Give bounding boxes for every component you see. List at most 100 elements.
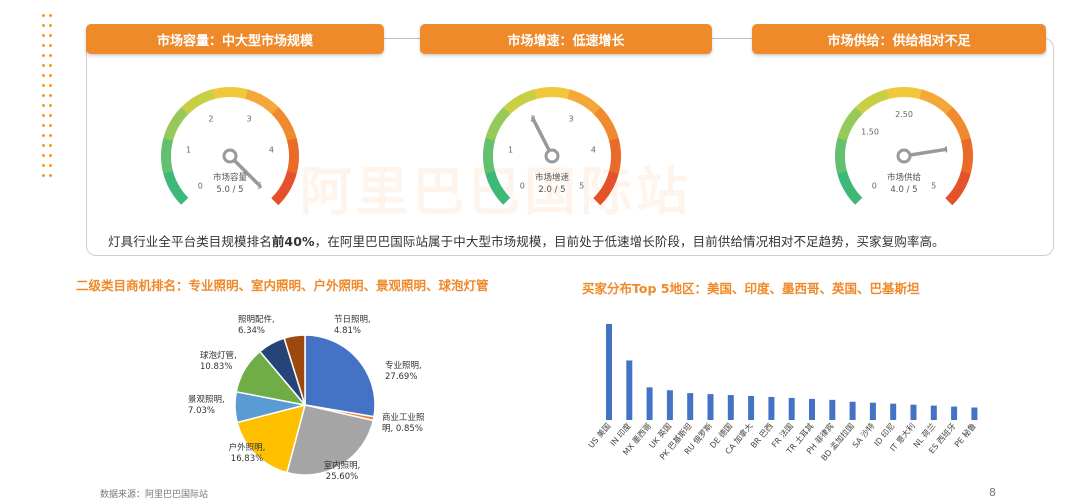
gauge-arc-segment	[835, 137, 848, 174]
dot	[42, 84, 45, 87]
bar	[606, 324, 612, 420]
pie-data-label: 户外照明,	[229, 442, 266, 453]
dot	[42, 144, 45, 147]
gauge-arc-segment	[271, 171, 297, 206]
dot	[49, 74, 52, 77]
gauge-arc-segment	[593, 171, 619, 206]
gauge-arc-segment	[593, 107, 619, 142]
gauge-label: 市场容量	[213, 172, 248, 183]
gauge-tick-label: 3	[247, 115, 252, 124]
dot	[42, 174, 45, 177]
gauge-arc-segment	[919, 89, 954, 115]
gauge-arc-segment	[960, 138, 973, 175]
pie-data-label: 27.69%	[385, 372, 417, 382]
dot	[49, 34, 52, 37]
gauge-tick-label: 4	[269, 145, 274, 154]
gauge-arc-segment	[163, 106, 189, 141]
pie-slice	[286, 404, 375, 476]
dot	[49, 154, 52, 157]
gauge-arc-segment	[945, 171, 971, 206]
gauge-tick-label: 0	[198, 182, 203, 191]
gauge-label: 市场增速	[535, 172, 570, 183]
dot	[42, 154, 45, 157]
pill-connector	[384, 38, 420, 39]
gauge-arc-segment	[161, 137, 174, 174]
market-capacity-pill: 市场容量：中大型市场规模	[86, 24, 384, 54]
dot	[42, 164, 45, 167]
pie-data-label: 4.81%	[334, 326, 361, 336]
bar	[930, 405, 937, 420]
dot	[49, 14, 52, 17]
dot	[49, 24, 52, 27]
pie-data-label: 10.83%	[200, 362, 232, 372]
gauge-hub	[544, 148, 560, 164]
gauge-tick-label: 5	[931, 182, 936, 191]
pie-slice	[304, 334, 376, 418]
gauge-arc-segment	[271, 107, 297, 142]
pie-data-label: 室内照明,	[324, 460, 361, 471]
gauge-hub	[896, 148, 912, 164]
bar	[829, 399, 836, 420]
bar	[869, 402, 876, 420]
gauge-tick-label: 3	[569, 115, 574, 124]
gauge-tick-label: 2.50	[895, 110, 913, 119]
pie-data-label: 25.60%	[326, 472, 358, 482]
bar	[809, 398, 815, 420]
dot	[49, 174, 52, 177]
gauge-arc-segment	[163, 170, 189, 205]
gauge-arc-segment	[286, 138, 299, 175]
dot	[49, 114, 52, 117]
dot	[42, 34, 45, 37]
summary-pre: 灯具行业全平台类目规模排名	[108, 234, 272, 249]
bar-category-label: SA 沙特	[850, 421, 876, 450]
bar	[910, 404, 917, 420]
dot	[42, 104, 45, 107]
pie-data-label: 照明配件,	[238, 314, 275, 325]
pie-data-label: 专业照明,	[385, 360, 422, 371]
pie-data-label: 节日照明,	[334, 315, 371, 325]
dot	[42, 44, 45, 47]
bar	[971, 407, 978, 420]
pie-data-label: 16.83%	[231, 454, 263, 464]
bar	[666, 390, 673, 420]
gauge-tick-label: 5	[579, 182, 584, 191]
gauge-readout: 4.0 / 5	[890, 185, 917, 195]
bar	[626, 360, 633, 420]
gauge-tick-label: 0	[520, 182, 525, 191]
bar	[707, 394, 714, 420]
page-number: 8	[989, 486, 996, 499]
dot	[42, 24, 45, 27]
dot	[42, 134, 45, 137]
gauge-tick-label: 1	[186, 145, 191, 154]
gauge-arc-segment	[837, 106, 863, 141]
summary-text: 灯具行业全平台类目规模排名前40%，在阿里巴巴国际站属于中大型市场规模，目前处于…	[108, 231, 945, 250]
gauge-arc-segment	[212, 87, 249, 100]
gauge-arc-segment	[945, 107, 971, 142]
gauge-arc-segment	[503, 89, 538, 115]
gauge-arc-segment	[534, 87, 571, 100]
gauge-tick-label: 4	[591, 145, 596, 154]
pill-connector	[712, 38, 752, 39]
gauge-tick-label: 2	[208, 115, 213, 124]
gauge-arc-segment	[837, 170, 863, 205]
pie-data-label: 景观照明,	[188, 395, 225, 405]
dot	[42, 74, 45, 77]
dot	[49, 124, 52, 127]
pie-data-label: 商业工业照	[382, 412, 425, 423]
gauge-tick-label: 1.50	[861, 127, 879, 136]
pie-section-title: 二级类目商机排名：专业照明、室内照明、户外照明、景观照明、球泡灯管	[76, 278, 489, 293]
bar	[687, 393, 694, 420]
gauge-arc-segment	[485, 170, 511, 205]
pie-data-label: 球泡灯管,	[200, 350, 237, 361]
gauge-readout: 2.0 / 5	[538, 185, 565, 195]
gauge-tick-label: 1	[508, 145, 513, 154]
summary-highlight: 前40%	[271, 234, 315, 249]
gauge-hub	[222, 148, 238, 164]
bar-category-label: PE 秘鲁	[952, 421, 978, 449]
gauge-arc-segment	[181, 89, 216, 115]
dot	[49, 104, 52, 107]
dot	[42, 64, 45, 67]
gauge-label: 市场供给	[887, 172, 922, 183]
